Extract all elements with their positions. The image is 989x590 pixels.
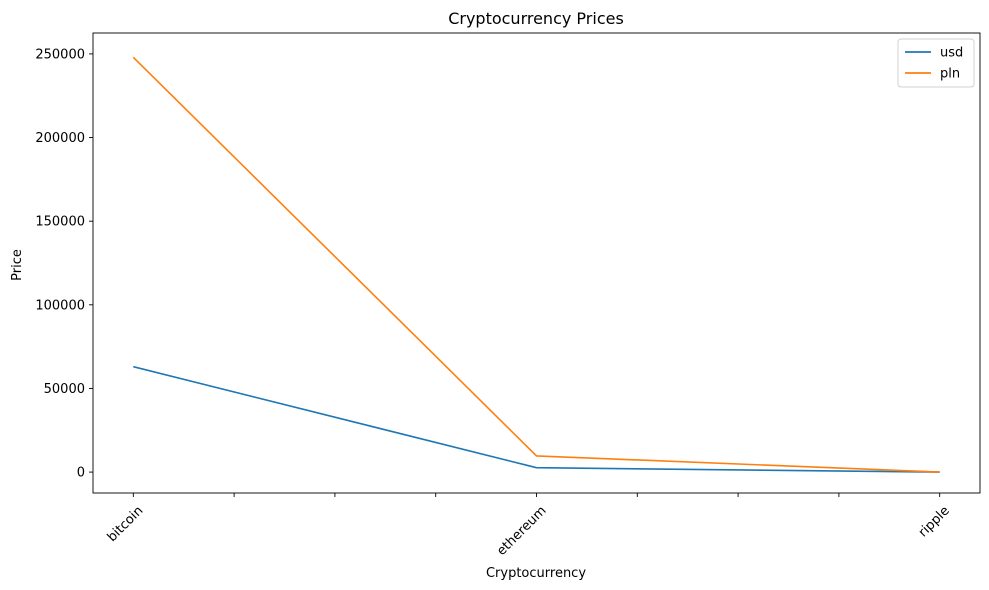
legend-box bbox=[897, 38, 975, 88]
x-tick-label: bitcoin bbox=[105, 503, 147, 545]
series-line-usd bbox=[133, 365, 940, 473]
legend-label-pln: pln bbox=[940, 67, 960, 82]
x-axis-title: Cryptocurrency bbox=[486, 566, 586, 581]
series-line-pln bbox=[132, 56, 940, 473]
y-axis: 0 50000 100000 150000 200000 250000 bbox=[35, 47, 93, 481]
y-tick-label: 0 bbox=[77, 466, 85, 481]
y-tick-label: 250000 bbox=[35, 47, 85, 62]
x-axis: bitcoin ethereum ripple bbox=[105, 493, 953, 559]
x-tick-label: ripple bbox=[916, 503, 953, 540]
plot-area bbox=[92, 32, 981, 494]
chart-title: Cryptocurrency Prices bbox=[448, 9, 624, 28]
y-tick-label: 200000 bbox=[35, 131, 85, 146]
x-tick-label: ethereum bbox=[494, 503, 549, 558]
legend-label-usd: usd bbox=[940, 46, 963, 61]
plot-frame bbox=[92, 32, 981, 494]
y-tick-label: 100000 bbox=[35, 298, 85, 313]
y-tick-label: 50000 bbox=[44, 382, 85, 397]
y-tick-label: 150000 bbox=[35, 215, 85, 230]
y-axis-title: Price bbox=[10, 249, 25, 281]
series-lines bbox=[132, 56, 940, 473]
legend: usd pln bbox=[897, 38, 975, 88]
